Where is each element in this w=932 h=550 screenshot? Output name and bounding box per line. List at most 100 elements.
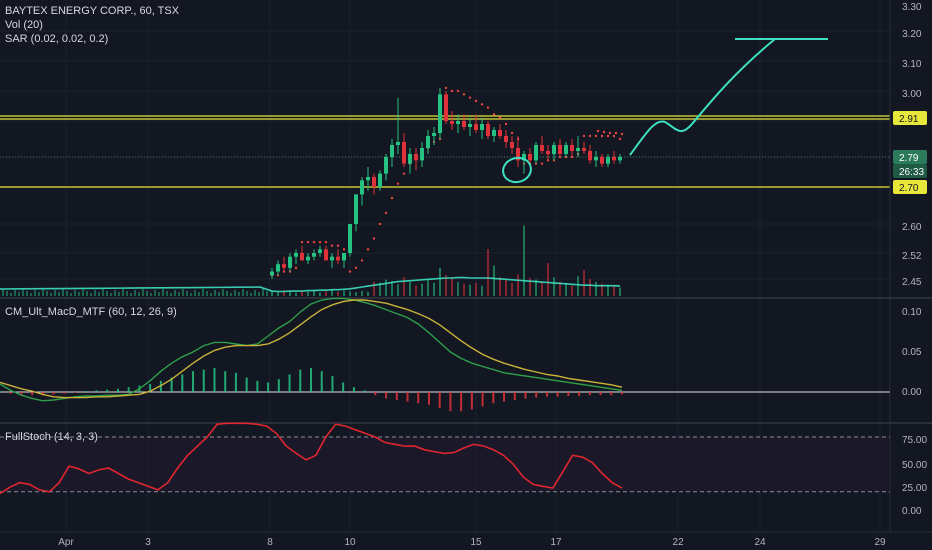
macd-histogram-bar: [310, 368, 312, 392]
macd-histogram-bar: [106, 389, 109, 392]
candle-body: [318, 249, 322, 253]
volume-bar: [571, 285, 573, 296]
volume-bar: [246, 291, 248, 296]
macd-histogram-bar: [460, 392, 463, 412]
volume-bar: [601, 283, 603, 296]
time-tick: 17: [550, 537, 562, 548]
volume-bar: [295, 292, 297, 296]
volume-bar: [214, 290, 216, 296]
macd-histogram-bar: [277, 379, 280, 392]
volume-bar: [62, 289, 64, 296]
macd-histogram-bar: [449, 392, 452, 412]
volume-bar: [142, 289, 144, 296]
sar-dot: [474, 99, 478, 103]
candle-body: [570, 145, 574, 151]
macd-histogram-bar: [256, 380, 259, 392]
volume-bar: [74, 290, 76, 296]
volume-bar: [158, 292, 160, 296]
stoch-legend[interactable]: FullStoch (14, 3, 3): [5, 430, 98, 444]
macd-histogram-bar: [192, 371, 195, 392]
volume-bar: [58, 292, 60, 296]
macd-line: [0, 297, 623, 402]
volume-bar: [226, 291, 228, 296]
volume-bar: [373, 281, 375, 296]
macd-tick: 0.00: [902, 387, 922, 398]
macd-histogram-bar: [288, 374, 291, 392]
macd-histogram-bar: [213, 368, 216, 392]
macd-histogram-bar: [503, 392, 506, 402]
volume-bar: [186, 291, 188, 296]
volume-bar: [90, 293, 92, 296]
macd-histogram-bar: [374, 392, 377, 396]
time-tick: 24: [754, 537, 766, 548]
macd-histogram-bar: [481, 392, 484, 407]
stoch-label[interactable]: FullStoch (14, 3, 3): [5, 431, 98, 443]
sar-dot: [342, 248, 346, 251]
price-tick: 2.52: [902, 251, 922, 262]
volume-legend[interactable]: Vol (20): [5, 19, 43, 31]
time-tick: 15: [470, 537, 482, 548]
candle-body: [576, 148, 580, 151]
candle-body: [336, 256, 340, 261]
volume-bar: [110, 293, 112, 296]
macd-histogram-bar: [610, 392, 613, 396]
sar-dot: [294, 266, 298, 270]
candle-body: [282, 264, 286, 268]
candle-body: [438, 94, 442, 133]
volume-bars: [0, 225, 621, 296]
signal-line: [0, 299, 623, 399]
macd-histogram-bar: [599, 392, 602, 396]
candle-body: [426, 136, 430, 148]
volume-bar: [475, 282, 477, 296]
macd-histogram-bar: [470, 392, 473, 410]
candle-body: [552, 145, 556, 154]
macd-histogram-bar: [524, 392, 527, 399]
candle-body: [360, 180, 364, 195]
macd-histogram-bar: [331, 376, 334, 392]
chart-title[interactable]: BAYTEX ENERGY CORP., 60, TSX: [5, 5, 180, 17]
volume-bar: [289, 291, 291, 296]
macd-legend[interactable]: CM_Ult_MacD_MTF (60, 12, 26, 9): [5, 305, 177, 319]
main-legend[interactable]: BAYTEX ENERGY CORP., 60, TSX Vol (20) SA…: [5, 4, 179, 46]
sar-dot: [306, 240, 310, 244]
volume-bar: [607, 284, 609, 296]
time-tick: 3: [145, 537, 151, 548]
volume-bar: [242, 289, 244, 296]
user-drawings[interactable]: [500, 38, 828, 185]
sar-dot: [300, 240, 304, 244]
candle-body: [294, 253, 298, 257]
macd-histogram-bar: [567, 392, 570, 396]
volume-bar: [595, 281, 597, 296]
volume-bar: [106, 291, 108, 296]
sar-dot: [390, 196, 394, 200]
volume-bar: [134, 290, 136, 296]
candle-body: [402, 142, 406, 164]
sar-legend[interactable]: SAR (0.02, 0.02, 0.2): [5, 33, 109, 45]
candle-body: [534, 145, 538, 161]
macd-histogram-bar: [170, 377, 173, 392]
badge-label: 2.70: [899, 183, 919, 194]
badge-background: [893, 164, 927, 178]
volume-bar: [194, 290, 196, 296]
candle-body: [444, 94, 448, 121]
volume-bar: [313, 289, 315, 296]
candle-body: [474, 124, 478, 130]
volume-bar: [427, 280, 429, 296]
sar-dot: [504, 122, 508, 126]
volume-bar: [499, 277, 501, 296]
volume-bar: [433, 282, 435, 296]
macd-label[interactable]: CM_Ult_MacD_MTF (60, 12, 26, 9): [5, 306, 177, 318]
macd-histogram-bar: [535, 392, 538, 398]
stoch-tick: 25.00: [902, 483, 927, 494]
volume-bar: [206, 291, 208, 296]
volume-bar: [307, 291, 309, 296]
volume-bar: [343, 290, 345, 296]
volume-bar: [174, 290, 176, 296]
sar-dot: [402, 172, 406, 175]
volume-bar: [529, 278, 531, 296]
axes: 3.30 3.20 3.10 3.00 2.60 2.52 2.45 0.10 0.05 0.00…: [58, 2, 927, 548]
volume-bar: [234, 290, 236, 296]
macd-histogram-bar: [578, 392, 581, 396]
sar-dot: [618, 137, 622, 141]
sar-dot: [366, 248, 370, 251]
